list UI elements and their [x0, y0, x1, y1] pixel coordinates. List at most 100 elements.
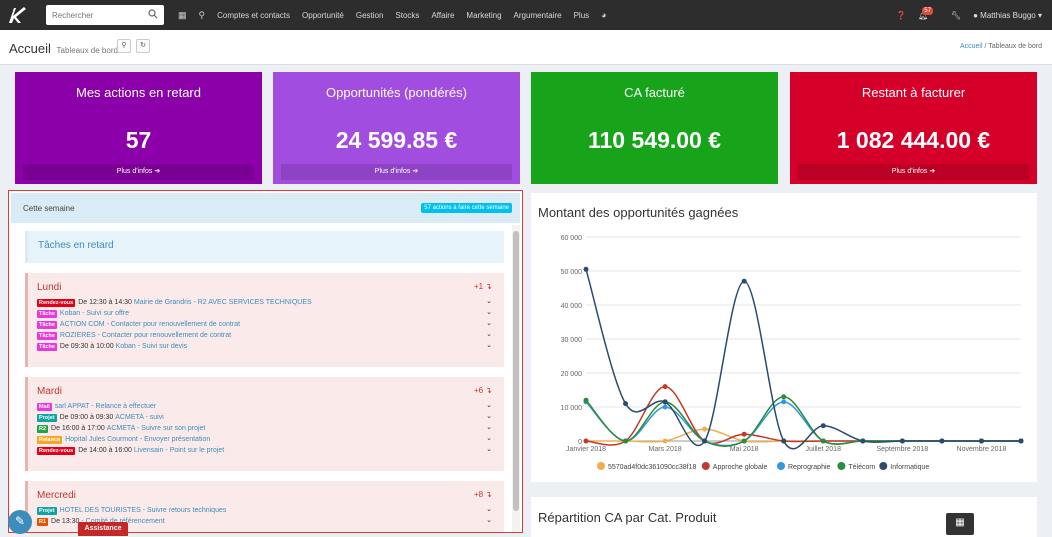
task-type-badge: Relance	[37, 435, 63, 444]
legend-label: Approche globale	[713, 464, 768, 471]
more-info-link[interactable]: Plus d'infos ➔	[23, 164, 254, 180]
task-link[interactable]: - Comité de référencement	[81, 518, 165, 525]
search-icon[interactable]	[148, 9, 158, 19]
chevron-down-icon[interactable]: ⌄	[486, 342, 492, 349]
task-item[interactable]: Rendez-vous De 14:00 à 16:00 Livensain - …	[37, 445, 492, 456]
series-line	[586, 428, 1021, 443]
legend-marker	[837, 462, 846, 470]
nav-marketing[interactable]: Marketing	[466, 10, 502, 20]
arrow-circle-icon: ➔	[154, 168, 161, 175]
nav-argumentaire[interactable]: Argumentaire	[513, 10, 562, 20]
nav-stocks[interactable]: Stocks	[395, 10, 420, 20]
task-item[interactable]: Tâche ACTION COM - Contacter pour renouve…	[37, 319, 492, 330]
calendar-icon[interactable]: ▦	[178, 9, 187, 20]
nav-comptes[interactable]: Comptes et contacts	[217, 10, 291, 20]
y-tick-label: 0	[578, 439, 582, 446]
series-line	[585, 401, 1021, 447]
task-item[interactable]: Projet De 09:00 à 09:30 ACMETA - suivi ⌄	[37, 412, 492, 423]
right-nav: ❓ 🔔︎57 🔧︎ ● Matthias Buggo ▾	[896, 0, 1042, 30]
data-point	[741, 431, 747, 437]
task-type-badge: Tâche	[37, 342, 57, 351]
task-type-badge: Tâche	[37, 331, 57, 340]
chevron-down-icon[interactable]: ⌄	[486, 506, 492, 513]
stat-opportunities: Opportunités (pondérés) 24 599.85 € Plus…	[273, 72, 520, 184]
task-item[interactable]: Tâche Koban - Suivi sur offre ⌄	[37, 308, 492, 319]
task-link[interactable]: Koban - Suivi sur devis	[113, 343, 188, 350]
notification-badge: 57	[922, 6, 933, 15]
nav-affaire[interactable]: Affaire	[431, 10, 455, 20]
chevron-down-icon[interactable]: ⌄	[486, 435, 492, 442]
task-link[interactable]: HOTEL DES TOURISTES - Suivre retours tec…	[59, 507, 227, 514]
task-item[interactable]: Tâche De 09:30 à 10:00 Koban - Suivi sur …	[37, 341, 492, 352]
dashboard-icon[interactable]: ◕	[601, 10, 607, 20]
y-tick-label: 20 000	[561, 371, 583, 378]
x-tick-label: Mars 2018	[649, 446, 682, 453]
task-item[interactable]: Tâche ROZIERES - Contacter pour renouvell…	[37, 330, 492, 341]
pin-button[interactable]: ⚲	[117, 39, 131, 53]
scrollbar-thumb[interactable]	[513, 231, 519, 511]
task-type-badge: Projet	[37, 506, 57, 515]
help-icon[interactable]: ❓	[896, 10, 907, 20]
user-menu[interactable]: ● Matthias Buggo ▾	[973, 11, 1042, 20]
data-point	[702, 426, 708, 432]
chevron-down-icon[interactable]: ⌄	[486, 309, 492, 316]
main-nav: ▦ ⚲ Comptes et contacts Opportunité Gest…	[178, 0, 607, 30]
task-type-badge: Mail	[37, 402, 52, 411]
app-logo[interactable]	[0, 0, 34, 30]
chevron-down-icon[interactable]: ⌄	[486, 424, 492, 431]
task-link[interactable]: ACMETA - suivi	[113, 414, 164, 421]
day-count[interactable]: +6 ↴	[473, 386, 492, 395]
task-link[interactable]: sarl APPAT - Relance à effectuer	[54, 403, 157, 410]
task-link[interactable]: Hopital Jules Courmont - Envoyer présent…	[65, 436, 211, 443]
arrow-circle-icon: ➔	[412, 168, 419, 175]
task-item[interactable]: Rendez-vous De 12:30 à 14:30 Mairie de Gr…	[37, 297, 492, 308]
refresh-button[interactable]: ↻	[136, 39, 150, 53]
chevron-down-icon[interactable]: ⌄	[486, 517, 492, 524]
search-box[interactable]	[46, 5, 164, 25]
breadcrumb-current: Tableaux de bord	[988, 43, 1042, 50]
scrollbar[interactable]	[512, 225, 520, 532]
edit-fab-button[interactable]: ✎	[8, 510, 32, 534]
task-link[interactable]: Livensain - Point sur le projet	[131, 447, 225, 454]
more-info-link[interactable]: Plus d'infos ➔	[798, 164, 1029, 180]
late-tasks-section[interactable]: Tâches en retard	[25, 231, 504, 263]
wrench-icon[interactable]: 🔧︎	[950, 10, 962, 20]
nav-opportunite[interactable]: Opportunité	[302, 10, 344, 20]
chevron-down-icon[interactable]: ⌄	[486, 320, 492, 327]
y-tick-label: 10 000	[561, 405, 583, 412]
assistance-button[interactable]: Assistance	[78, 522, 128, 536]
map-pin-icon[interactable]: ⚲	[198, 9, 206, 20]
breadcrumb-home[interactable]: Accueil	[959, 43, 983, 50]
day-count[interactable]: +8 ↴	[473, 490, 492, 499]
y-tick-label: 30 000	[561, 337, 583, 344]
task-item[interactable]: Relance Hopital Jules Courmont - Envoyer …	[37, 434, 492, 445]
day-count[interactable]: +1 ↴	[473, 282, 492, 291]
search-input[interactable]	[52, 10, 142, 20]
chevron-down-icon[interactable]: ⌄	[486, 402, 492, 409]
task-link[interactable]: Mairie de Grandris - R2 AVEC SERVICES TE…	[131, 299, 312, 306]
calendar-button[interactable]: ▦	[946, 513, 974, 535]
chevron-down-icon[interactable]: ⌄	[486, 446, 492, 453]
refresh-icon: ↻	[140, 42, 146, 49]
data-point	[583, 397, 589, 403]
task-item[interactable]: Projet HOTEL DES TOURISTES - Suivre retou…	[37, 505, 492, 516]
chevron-down-icon[interactable]: ⌄	[486, 298, 492, 305]
task-link[interactable]: Koban - Suivi sur offre	[59, 310, 130, 317]
nav-gestion[interactable]: Gestion	[355, 10, 384, 20]
task-link[interactable]: ACMETA - Suivre sur son projet	[104, 425, 206, 432]
data-point	[820, 438, 826, 444]
more-info-link[interactable]: Plus d'infos ➔	[281, 164, 512, 180]
chevron-down-icon[interactable]: ⌄	[486, 331, 492, 338]
task-item[interactable]: Mail sarl APPAT - Relance à effectuer ⌄	[37, 401, 492, 412]
task-link[interactable]: ACTION COM - Contacter pour renouvelleme…	[59, 321, 241, 328]
chevron-down-icon[interactable]: ⌄	[486, 413, 492, 420]
task-link[interactable]: ROZIERES - Contacter pour renouvellement…	[59, 332, 232, 339]
chart2-title: Répartition CA par Cat. Produit	[538, 510, 717, 525]
nav-plus[interactable]: Plus	[573, 10, 590, 20]
task-time: De 14:00 à 16:00	[78, 447, 132, 454]
bell-icon[interactable]: 🔔︎57	[918, 6, 933, 20]
task-item[interactable]: R2 De 16:00 à 17:00 ACMETA - Suivre sur s…	[37, 423, 492, 434]
task-time: De 12:30 à 14:30	[78, 299, 132, 306]
data-point	[741, 438, 747, 444]
